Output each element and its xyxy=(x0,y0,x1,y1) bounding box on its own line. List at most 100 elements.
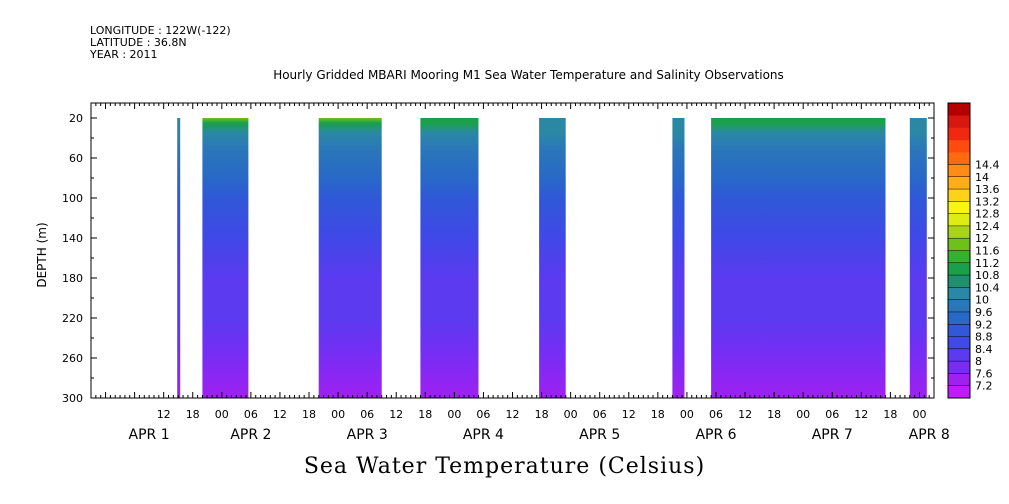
x-tick-label: 06 xyxy=(360,408,374,421)
x-tick-label: 18 xyxy=(767,408,781,421)
colorbar-label: 12 xyxy=(975,232,989,245)
colorbar: 7.27.688.48.89.29.61010.410.811.211.6121… xyxy=(947,102,1000,399)
x-tick-label: 12 xyxy=(738,408,752,421)
colorbar-segment xyxy=(948,139,970,153)
x-date-label: APR 5 xyxy=(579,427,620,443)
x-tick-label: 06 xyxy=(476,408,490,421)
colorbar-segment xyxy=(948,385,970,399)
colorbar-label: 8 xyxy=(975,355,982,368)
x-tick-label: 12 xyxy=(854,408,868,421)
data-block xyxy=(202,118,249,398)
colorbar-segment xyxy=(948,115,970,128)
x-date-label: APR 3 xyxy=(347,427,388,443)
colorbar-segment xyxy=(948,225,970,239)
x-tick-label: 00 xyxy=(680,408,694,421)
x-tick-label: 18 xyxy=(418,408,432,421)
latitude-label: LATITUDE : 36.8N xyxy=(90,36,187,49)
data-blocks xyxy=(177,118,927,398)
y-tick-label: 60 xyxy=(69,152,83,165)
colorbar-label: 10.8 xyxy=(975,269,1000,282)
x-tick-label: 00 xyxy=(796,408,810,421)
x-date-label: APR 7 xyxy=(812,427,853,443)
x-tick-label: 06 xyxy=(593,408,607,421)
colorbar-segment xyxy=(948,164,970,178)
x-tick-label: 06 xyxy=(709,408,723,421)
colorbar-label: 11.6 xyxy=(975,245,1000,258)
colorbar-segment xyxy=(948,336,970,350)
x-tick-label: 18 xyxy=(535,408,549,421)
x-date-label: APR 6 xyxy=(695,427,736,443)
colorbar-segment xyxy=(948,287,970,300)
y-tick-label: 20 xyxy=(69,112,83,125)
colorbar-segment xyxy=(948,189,970,202)
x-tick-label: 12 xyxy=(157,408,171,421)
x-tick-label: 18 xyxy=(186,408,200,421)
x-tick-label: 06 xyxy=(244,408,258,421)
colorbar-label: 11.2 xyxy=(975,257,1000,270)
colorbar-segment xyxy=(948,299,970,313)
colorbar-label: 8.4 xyxy=(975,343,993,356)
colorbar-label: 14.4 xyxy=(975,159,1000,172)
colorbar-label: 10 xyxy=(975,294,989,307)
colorbar-segment xyxy=(948,152,970,165)
x-tick-label: 12 xyxy=(506,408,520,421)
y-axis: 20 60 100 140 180 220 260 300 xyxy=(62,112,934,405)
colorbar-segment xyxy=(948,311,970,325)
colorbar-segment xyxy=(948,201,970,214)
y-tick-label: 300 xyxy=(62,392,83,405)
x-date-label: APR 8 xyxy=(909,427,950,443)
data-block xyxy=(711,118,886,398)
x-tick-label: 12 xyxy=(273,408,287,421)
colorbar-label: 13.2 xyxy=(975,195,1000,208)
colorbar-segment xyxy=(948,176,970,190)
x-tick-label: 00 xyxy=(913,408,927,421)
x-tick-label: 12 xyxy=(389,408,403,421)
x-tick-label: 18 xyxy=(651,408,665,421)
colorbar-title: Sea Water Temperature (Celsius) xyxy=(303,454,706,479)
x-date-label: APR 1 xyxy=(129,427,170,443)
colorbar-label: 7.6 xyxy=(975,367,993,380)
year-label: YEAR : 2011 xyxy=(90,48,158,61)
data-block xyxy=(177,118,181,398)
colorbar-segment xyxy=(948,238,970,251)
colorbar-label: 12.8 xyxy=(975,208,1000,221)
x-tick-label: 18 xyxy=(302,408,316,421)
colorbar-segment xyxy=(948,275,970,288)
colorbar-segment xyxy=(948,127,970,141)
y-tick-label: 180 xyxy=(62,272,83,285)
x-tick-label: 00 xyxy=(215,408,229,421)
x-date-label: APR 4 xyxy=(463,427,504,443)
y-axis-label: DEPTH (m) xyxy=(35,222,49,287)
colorbar-label: 9.2 xyxy=(975,318,993,331)
colorbar-label: 8.8 xyxy=(975,331,993,344)
colorbar-label: 9.6 xyxy=(975,306,993,319)
colorbar-segment xyxy=(948,250,970,264)
longitude-label: LONGITUDE : 122W(-122) xyxy=(90,24,231,37)
data-block xyxy=(539,118,566,398)
data-block xyxy=(420,118,479,398)
y-tick-label: 260 xyxy=(62,352,83,365)
y-tick-label: 100 xyxy=(62,192,83,205)
colorbar-label: 12.4 xyxy=(975,220,1000,233)
data-block xyxy=(318,118,382,398)
colorbar-segment xyxy=(948,103,970,116)
colorbar-label: 14 xyxy=(975,171,989,184)
x-tick-label: 00 xyxy=(564,408,578,421)
colorbar-label: 10.4 xyxy=(975,281,1000,294)
x-tick-label: 12 xyxy=(622,408,636,421)
colorbar-segment xyxy=(948,373,970,387)
y-tick-label: 140 xyxy=(62,232,83,245)
data-block xyxy=(672,118,685,398)
x-tick-label: 06 xyxy=(825,408,839,421)
colorbar-label: 13.6 xyxy=(975,183,1000,196)
x-tick-label: 18 xyxy=(883,408,897,421)
x-tick-label: 00 xyxy=(447,408,461,421)
colorbar-label: 7.2 xyxy=(975,380,993,393)
colorbar-segment xyxy=(948,361,970,374)
colorbar-segment xyxy=(948,213,970,227)
colorbar-segment xyxy=(948,262,970,276)
chart-title: Hourly Gridded MBARI Mooring M1 Sea Wate… xyxy=(273,68,784,82)
x-tick-label: 00 xyxy=(331,408,345,421)
colorbar-segment xyxy=(948,348,970,362)
